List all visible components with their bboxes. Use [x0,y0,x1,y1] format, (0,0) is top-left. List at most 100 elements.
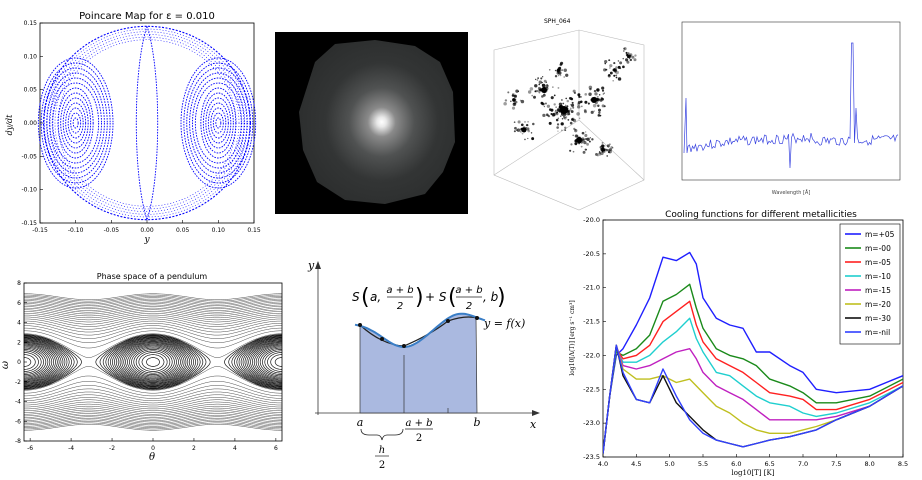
pendulum-ylabel: ω [0,361,11,369]
cooling-series [603,251,903,454]
pendulum-ytick-label: 2 [17,339,21,346]
pendulum-ytick-label: 6 [17,300,21,307]
pendulum-xtick-label: 6 [274,445,278,452]
simpson-label-mid-den: 2 [416,433,422,444]
poincare-xtick-label: 0.05 [176,227,190,234]
cooling-title: Cooling functions for different metallic… [665,210,857,220]
simpson-formula: S ( a, a + b 2 ) + S ( a + b 2 , b ) [352,285,506,312]
poincare-y-ticks: 0.15 0.10 0.05 0.00 -0.05 -0.10 -0.15 [21,20,43,227]
legend-label: m=-10 [865,272,891,281]
poincare-xtick-label: 0.10 [212,227,226,234]
sph-3d-panel: SPH_064 [493,18,645,211]
simpson-label-a: a [357,416,364,429]
poincare-xtick-label: 0.15 [247,227,261,234]
svg-text:(: ( [361,285,370,310]
formula-num1: a + b [386,285,413,296]
cooling-x-ticks: 4.0 4.5 5.0 5.5 6.0 6.5 7.0 7.5 8.0 8.5 [598,454,908,468]
cooling-series-line [603,251,903,454]
sph-box [493,29,645,211]
cooling-xtick-label: 7.5 [831,460,841,468]
simpson-sample-dot [475,316,479,320]
simpson-y-axis-label: y [307,259,315,272]
pendulum-xtick-label: -2 [109,445,115,452]
simpson-function-curve [354,312,486,348]
formula-plus-s: + S [425,290,447,304]
galaxy-glow [299,40,455,204]
cooling-xtick-label: 8.5 [898,460,908,468]
poincare-map-panel: Poincare Map for ε = 0.010 -0.15 -0.10 -0.… [5,11,261,245]
pendulum-ytick-label: -8 [15,438,21,445]
cooling-ytick-label: -20.0 [583,216,600,224]
cooling-xlabel: log10[T] [K] [732,469,775,477]
simpson-label-mid-num: a + b [405,418,432,429]
poincare-ytick-label: 0.15 [24,20,38,27]
formula-s1: S [352,290,360,304]
pendulum-y-ticks: 8 6 4 2 0 -2 -4 -6 -8 [15,280,27,445]
legend-label: m=-nil [865,328,890,337]
cooling-xtick-label: 7.0 [798,460,808,468]
galaxy-image-panel [275,32,468,214]
spectrum-panel: Wavelength [Å] [681,21,901,196]
formula-num2: a + b [455,285,482,296]
cooling-series-line [603,344,903,454]
legend-label: m=+05 [865,230,895,239]
poincare-ytick-label: 0.05 [24,87,38,94]
poincare-xtick-label: -0.10 [68,227,84,234]
simpson-h-den: 2 [379,460,385,471]
cooling-series-line [603,317,903,454]
sph-particles [503,47,637,157]
simpson-x-axis-label: x [530,418,537,431]
cooling-ytick-label: -21.5 [583,318,600,326]
legend-label: m=-15 [865,286,891,295]
cooling-xtick-label: 5.5 [698,460,708,468]
legend-label: m=-20 [865,300,891,309]
poincare-ylabel: dy/dt [5,114,14,135]
simpson-sample-dot [402,344,406,348]
cooling-xtick-label: 5.0 [664,460,674,468]
legend-label: m=-30 [865,314,891,323]
formula-a: a, [370,290,381,304]
simpson-h-num: h [379,445,385,456]
cooling-ytick-label: -21.0 [583,284,600,292]
pendulum-ytick-label: -6 [15,418,21,425]
simpson-sample-points [358,316,479,348]
simpson-sample-dot [446,319,450,323]
pendulum-ytick-label: 0 [17,359,21,366]
poincare-orbits [37,25,257,221]
cooling-chart-panel: Cooling functions for different metallic… [569,210,908,477]
poincare-ytick-label: -0.05 [21,153,37,160]
pendulum-ytick-label: -4 [15,399,21,406]
simpson-shaded-area [359,313,478,414]
cooling-ytick-label: -22.0 [583,351,600,359]
pendulum-xtick-label: 4 [233,445,237,452]
poincare-xtick-label: 0.00 [140,227,154,234]
svg-text:(: ( [448,285,457,310]
spectrum-line [683,42,899,169]
spectrum-plot-area [681,21,901,181]
pendulum-xlabel: θ [149,452,155,463]
cooling-ytick-label: -23.5 [583,453,600,461]
cooling-xtick-label: 4.0 [598,460,608,468]
poincare-ytick-label: -0.15 [21,220,37,227]
pendulum-xtick-label: 2 [192,445,196,452]
svg-text:): ) [415,285,424,310]
pendulum-xtick-label: 0 [151,445,155,452]
svg-text:): ) [497,285,506,310]
pendulum-xtick-label: -6 [27,445,33,452]
cooling-xtick-label: 6.0 [731,460,741,468]
cooling-xtick-label: 8.0 [864,460,874,468]
poincare-xtick-label: -0.15 [32,227,48,234]
cooling-legend: m=+05 m=-00 m=-05 m=-10 m=-15 m=-20 m=-30 m=-ni… [839,223,901,345]
pendulum-xtick-label: -4 [68,445,74,452]
formula-den2: 2 [466,301,472,312]
cooling-y-ticks: -20.0 -20.5 -21.0 -21.5 -22.0 -22.5 -23.0 -23.5 [583,216,606,461]
simpson-brace [360,428,404,441]
pendulum-title: Phase space of a pendulum [97,272,208,281]
spectrum-xlabel: Wavelength [Å] [772,189,811,196]
poincare-ytick-label: -0.10 [21,187,37,194]
cooling-xtick-label: 6.5 [764,460,774,468]
poincare-ytick-label: 0.10 [24,53,38,60]
poincare-x-ticks: -0.15 -0.10 -0.05 0.00 0.05 0.10 0.15 [32,220,261,234]
simpson-curve-label: y = f(x) [483,317,525,330]
pendulum-trajectories [24,293,282,431]
